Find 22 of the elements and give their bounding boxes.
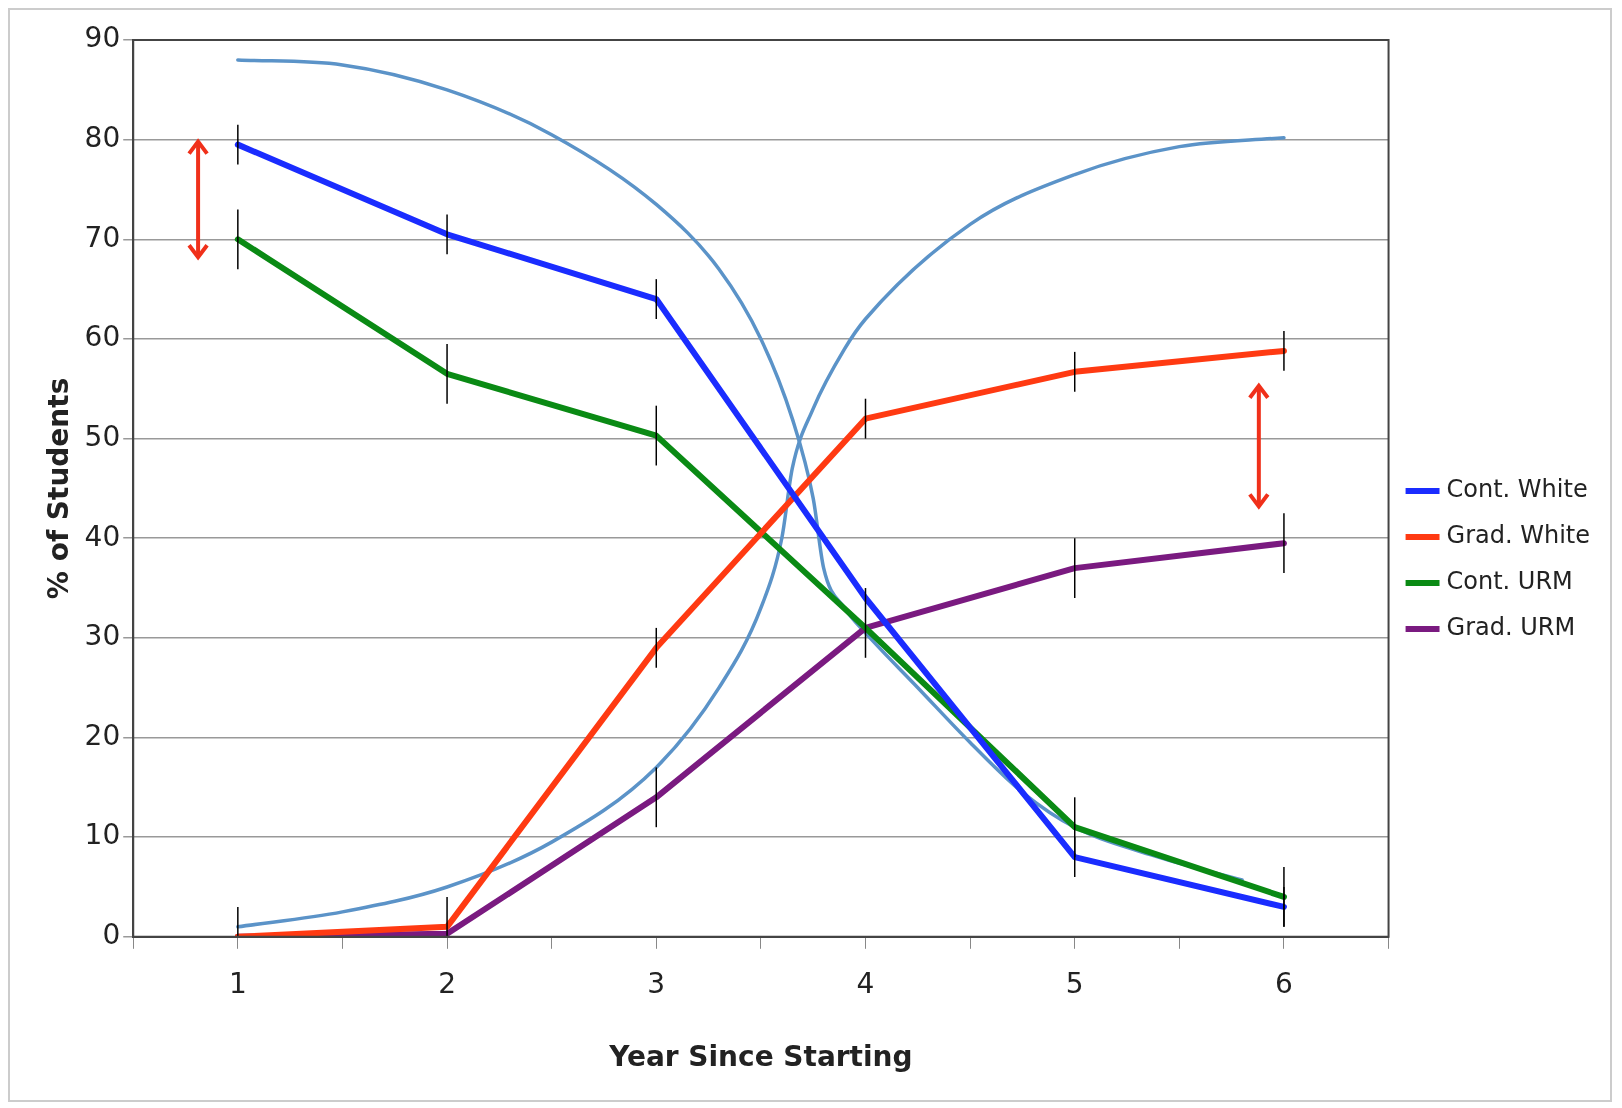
y-tick-label: 50 [84, 419, 121, 453]
y-tick-label: 80 [84, 120, 121, 154]
x-tick-label: 1 [228, 966, 247, 1000]
legend-label: Grad. URM [1446, 613, 1576, 642]
y-tick-label: 40 [84, 519, 121, 553]
x-tick-label: 5 [1065, 966, 1084, 1000]
x-tick-label: 6 [1275, 966, 1293, 1000]
y-tick-label: 0 [102, 918, 121, 952]
x-tick-label: 3 [647, 966, 666, 1000]
y-tick-label: 90 [84, 21, 121, 55]
legend-label: Grad. White [1446, 521, 1590, 550]
x-tick-label: 4 [856, 966, 875, 1000]
y-axis-title: % of Students [42, 377, 76, 600]
x-tick-label: 2 [438, 966, 456, 1000]
y-tick-label: 30 [84, 619, 121, 653]
legend-label: Cont. URM [1446, 567, 1573, 596]
y-tick-label: 10 [84, 818, 121, 852]
x-axis-title: Year Since Starting [608, 1040, 913, 1074]
y-tick-label: 60 [84, 320, 121, 354]
y-tick-label: 20 [84, 718, 121, 752]
y-tick-label: 70 [84, 220, 121, 254]
legend-label: Cont. White [1446, 475, 1588, 504]
